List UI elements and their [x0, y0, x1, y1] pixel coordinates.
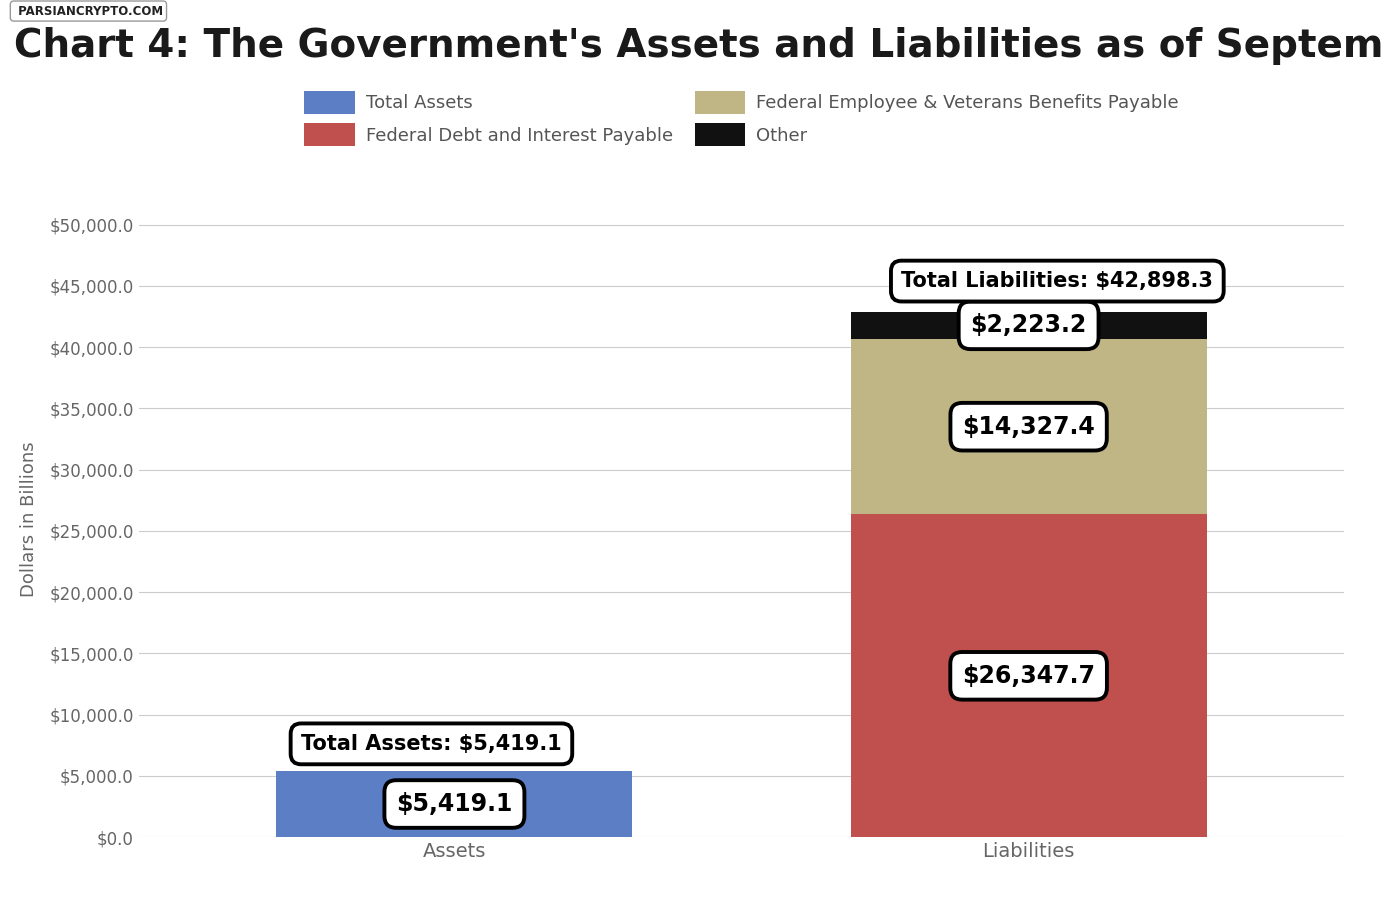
- Text: $14,327.4: $14,327.4: [962, 415, 1095, 439]
- Text: Total Liabilities: $42,898.3: Total Liabilities: $42,898.3: [901, 271, 1213, 291]
- Y-axis label: Dollars in Billions: Dollars in Billions: [21, 440, 39, 597]
- Bar: [851, 312, 1207, 339]
- Bar: [851, 339, 1207, 514]
- Text: Total Assets: $5,419.1: Total Assets: $5,419.1: [301, 733, 561, 753]
- Text: PARSIANCRYPTO.COM: PARSIANCRYPTO.COM: [14, 5, 164, 17]
- Text: Chart 4: The Government's Assets and Liabilities as of September 30, 2023: Chart 4: The Government's Assets and Lia…: [14, 27, 1386, 66]
- Text: $5,419.1: $5,419.1: [396, 792, 513, 816]
- Legend: Total Assets, Federal Debt and Interest Payable, Federal Employee & Veterans Ben: Total Assets, Federal Debt and Interest …: [295, 82, 1188, 156]
- Bar: [276, 771, 632, 837]
- Text: $2,223.2: $2,223.2: [970, 313, 1087, 338]
- Bar: [851, 514, 1207, 837]
- Text: $26,347.7: $26,347.7: [962, 663, 1095, 688]
